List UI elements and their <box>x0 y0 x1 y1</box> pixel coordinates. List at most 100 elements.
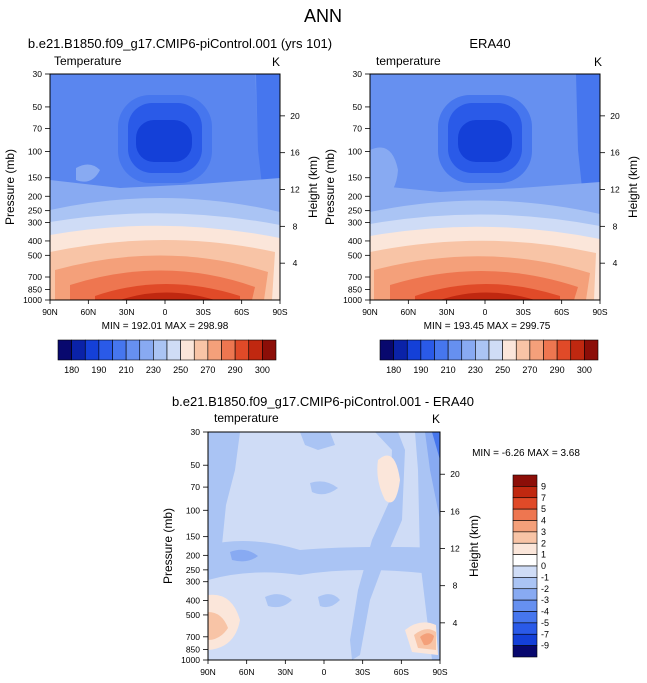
colorbar-model-swatch <box>98 339 113 361</box>
colorbar-diff-label: 9 <box>541 481 546 491</box>
diff-pressure-tick-label: 30 <box>191 427 201 437</box>
diff-pressure-tick-label: 400 <box>186 595 200 605</box>
panel-model-plot <box>49 73 281 301</box>
colorbar-model-swatch <box>84 339 100 361</box>
colorbar-obs-swatch <box>584 339 599 361</box>
panel-obs-fill-south-205 <box>576 74 600 188</box>
colorbar-obs-swatch <box>570 339 585 361</box>
diff-lat-tick-label: 0 <box>322 667 327 677</box>
obs-height-tick-label: 4 <box>613 258 618 268</box>
panel-diff-fill-minus2-top <box>300 432 335 450</box>
panel-obs-plot <box>369 73 601 301</box>
panel-diff-fill-minus3-pole <box>425 432 440 520</box>
model-pressure-tick-label: 850 <box>28 285 42 295</box>
panel-diff-fill-plus1-blob-1 <box>377 455 400 503</box>
colorbar-obs-swatch <box>529 339 544 361</box>
colorbar-obs-swatch <box>556 339 572 361</box>
model-pressure-tick-label: 150 <box>28 173 42 183</box>
diff-lat-tick-label: 30S <box>355 667 370 677</box>
panel-diff-plot <box>207 431 441 661</box>
panel-obs-right-label: K <box>594 55 602 69</box>
colorbar-obs-label: 270 <box>522 365 537 375</box>
panel-model-ylabel: Pressure (mb) <box>3 149 17 225</box>
obs-height-tick-label: 20 <box>610 111 620 121</box>
colorbar-obs-label: 190 <box>413 365 428 375</box>
obs-pressure-tick-label: 500 <box>348 250 362 260</box>
diff-pressure-tick-label: 850 <box>186 644 200 654</box>
panel-diff-title: b.e21.B1850.f09_g17.CMIP6-piControl.001 … <box>172 394 474 409</box>
panel-model-fill-290 <box>95 284 240 300</box>
model-pressure-tick-label: 50 <box>33 102 43 112</box>
colorbar-obs-label: 300 <box>577 365 592 375</box>
colorbar-model-swatch <box>125 339 141 361</box>
panel-diff-stats: MIN = -6.26 MAX = 3.68 <box>472 448 580 459</box>
model-pressure-tick-label: 300 <box>28 217 42 227</box>
panel-model-title: b.e21.B1850.f09_g17.CMIP6-piControl.001 … <box>28 36 332 51</box>
obs-pressure-tick-label: 700 <box>348 272 362 282</box>
panel-obs-fill-190-core <box>458 120 512 162</box>
panel-diff-fill-plus2-west <box>208 612 228 640</box>
panel-obs-y2label: Height (km) <box>626 156 640 218</box>
colorbar-diff-swatch <box>512 508 538 521</box>
obs-pressure-tick-label: 300 <box>348 217 362 227</box>
colorbar-obs: 180 190 210 230 250 270 290 300 <box>379 339 599 375</box>
colorbar-diff-swatch <box>512 474 538 487</box>
obs-height-tick-label: 12 <box>610 185 620 195</box>
panel-obs: ERA40 temperature K 30507010015020025030… <box>323 36 640 332</box>
panel-diff-fill-minus2-west <box>208 432 240 550</box>
obs-lat-tick-label: 30N <box>439 307 455 317</box>
panel-diff-fill-minus5-pole <box>432 432 440 460</box>
diff-pressure-tick-label: 1000 <box>181 655 200 665</box>
colorbar-diff-swatch <box>512 497 538 510</box>
obs-height-tick-label: 8 <box>613 221 618 231</box>
colorbar-diff-swatch <box>512 565 538 578</box>
panel-model-y2label: Height (km) <box>306 156 320 218</box>
colorbar-model-label: 290 <box>228 365 243 375</box>
panel-model-right-label: K <box>272 55 280 69</box>
obs-lat-tick-label: 90S <box>592 307 607 317</box>
obs-lat-tick-label: 0 <box>483 307 488 317</box>
colorbar-obs-swatch <box>475 339 490 361</box>
colorbar-model-swatch <box>57 339 72 361</box>
panel-diff-fill-minus2-blob-3 <box>310 481 338 495</box>
panel-obs-left-label: temperature <box>376 54 441 68</box>
diff-lat-tick-label: 60S <box>394 667 409 677</box>
colorbar-diff-swatch <box>512 588 538 601</box>
model-height-tick-label: 20 <box>290 111 300 121</box>
colorbar-diff-label: -7 <box>541 629 549 639</box>
colorbar-diff-label: 2 <box>541 538 546 548</box>
colorbar-diff-label: -3 <box>541 595 549 605</box>
colorbar-model-swatch <box>153 339 168 361</box>
colorbar-obs-swatch <box>434 339 449 361</box>
colorbar-diff-label: 7 <box>541 493 546 503</box>
obs-lat-tick-label: 90N <box>362 307 378 317</box>
colorbar-diff-label: -4 <box>541 607 549 617</box>
obs-pressure-tick-label: 150 <box>348 173 362 183</box>
colorbar-diff-swatch <box>512 611 538 624</box>
obs-lat-tick-label: 60N <box>401 307 417 317</box>
colorbar-model-label: 250 <box>173 365 188 375</box>
diff-lat-tick-label: 90N <box>200 667 216 677</box>
colorbar-obs-swatch <box>447 339 463 361</box>
colorbar-model-label: 190 <box>91 365 106 375</box>
model-height-tick-label: 16 <box>290 148 300 158</box>
colorbar-diff-label: 3 <box>541 527 546 537</box>
obs-lat-tick-label: 60S <box>554 307 569 317</box>
diff-pressure-tick-label: 100 <box>186 505 200 515</box>
panel-obs-title: ERA40 <box>469 36 510 51</box>
colorbar-obs-swatch <box>515 339 531 361</box>
colorbar-diff-swatch <box>512 577 538 590</box>
diff-height-tick-label: 16 <box>450 506 460 516</box>
colorbar-obs-label: 180 <box>386 365 401 375</box>
panel-diff-fill-minus2-band <box>208 541 440 580</box>
model-pressure-tick-label: 100 <box>28 147 42 157</box>
colorbar-obs-label: 290 <box>550 365 565 375</box>
colorbar-diff-swatch <box>512 554 538 567</box>
diff-lat-tick-label: 30N <box>278 667 294 677</box>
panel-model-fill-south-205 <box>256 74 280 185</box>
colorbar-diff-swatch <box>512 486 538 499</box>
panel-model: b.e21.B1850.f09_g17.CMIP6-piControl.001 … <box>3 36 332 332</box>
colorbar-obs-swatch <box>488 339 503 361</box>
colorbar-diff-swatch <box>512 531 538 544</box>
panel-diff-axes: 305070100150200250300400500700850100090N… <box>181 427 460 677</box>
